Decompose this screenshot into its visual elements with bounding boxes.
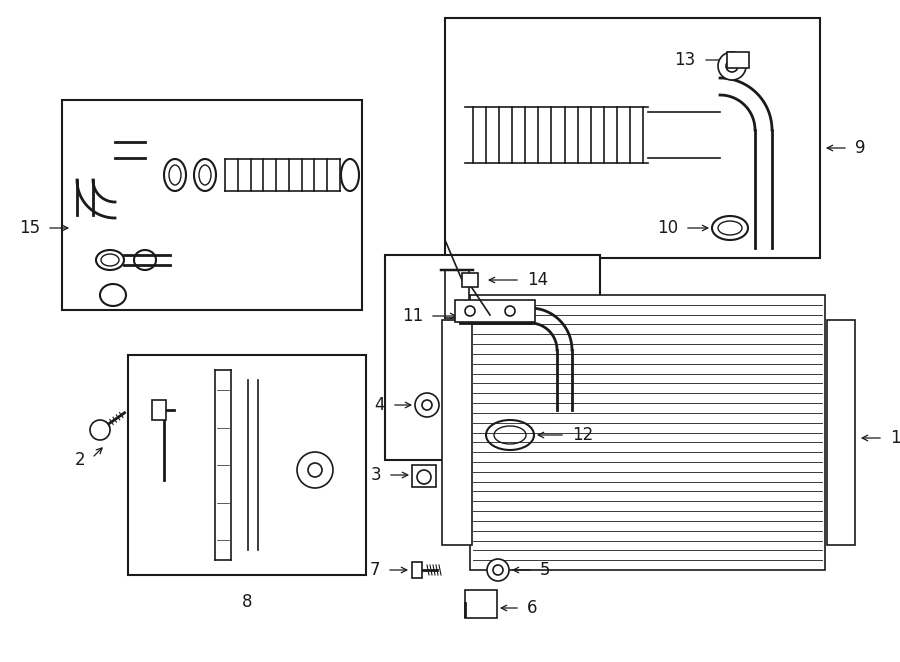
Text: 4: 4 <box>374 396 385 414</box>
Circle shape <box>415 393 439 417</box>
Text: 3: 3 <box>371 466 381 484</box>
Bar <box>442 320 472 545</box>
Text: 13: 13 <box>674 51 695 69</box>
Bar <box>152 400 166 420</box>
Text: 2: 2 <box>75 451 85 469</box>
Bar <box>445 18 820 258</box>
Bar <box>462 273 478 287</box>
Circle shape <box>422 400 432 410</box>
Text: 9: 9 <box>855 139 866 157</box>
Bar <box>465 590 497 618</box>
Text: 14: 14 <box>527 271 548 289</box>
Bar <box>412 562 422 578</box>
Bar <box>827 320 855 545</box>
Circle shape <box>465 306 475 316</box>
Text: 5: 5 <box>540 561 551 579</box>
Bar <box>455 300 535 322</box>
Text: 11: 11 <box>401 307 423 325</box>
Circle shape <box>487 559 509 581</box>
Circle shape <box>726 60 738 72</box>
Bar <box>62 100 362 310</box>
Circle shape <box>308 463 322 477</box>
Bar <box>412 465 436 487</box>
Bar <box>470 295 825 570</box>
Circle shape <box>417 470 431 484</box>
Text: 6: 6 <box>527 599 537 617</box>
Bar <box>385 255 600 460</box>
Text: 12: 12 <box>572 426 593 444</box>
Circle shape <box>493 565 503 575</box>
Text: 1: 1 <box>890 429 900 447</box>
Bar <box>727 52 749 68</box>
Text: 7: 7 <box>370 561 380 579</box>
Text: 15: 15 <box>19 219 40 237</box>
Text: 8: 8 <box>242 593 252 611</box>
Bar <box>128 355 366 575</box>
Circle shape <box>505 306 515 316</box>
Circle shape <box>718 52 746 80</box>
Circle shape <box>297 452 333 488</box>
Text: 10: 10 <box>657 219 678 237</box>
Circle shape <box>90 420 110 440</box>
